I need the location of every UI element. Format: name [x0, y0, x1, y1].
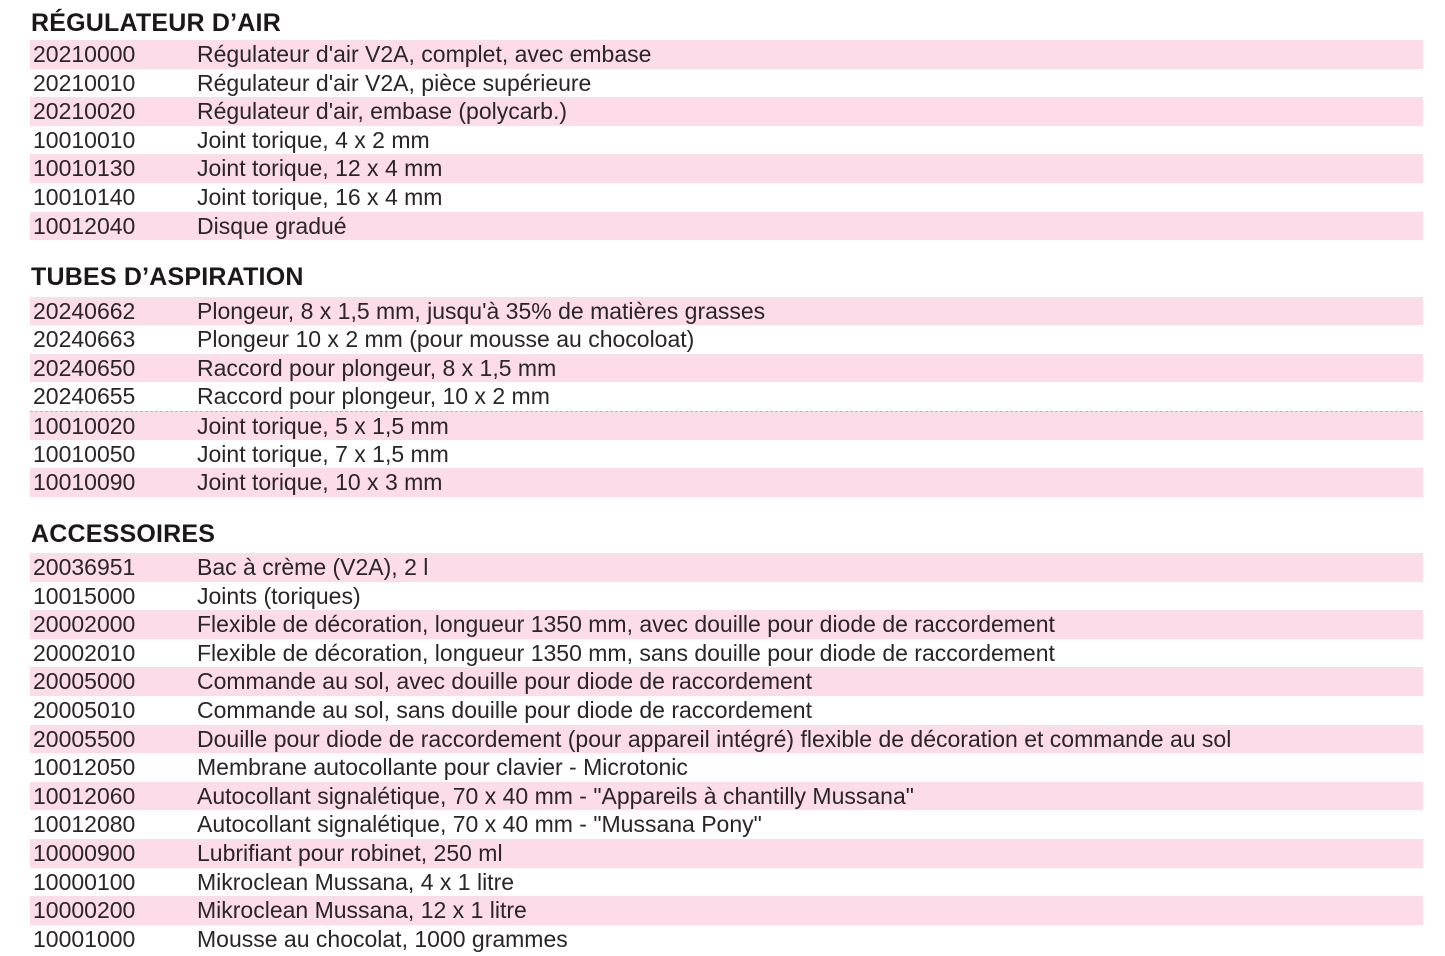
article-code: 10000100: [33, 868, 136, 895]
table-row: 20002010 Flexible de décoration, longueur…: [30, 639, 1423, 668]
article-description: Disque gradué: [197, 212, 347, 239]
article-code: 20210000: [33, 41, 136, 67]
section-tubes-d-aspiration: TUBES D’ASPIRATION 20240662 Plongeur, 8 x…: [0, 258, 1445, 497]
article-code: 20036951: [33, 554, 136, 581]
article-description: Régulateur d'air V2A, complet, avec emba…: [197, 41, 652, 67]
article-code: 20240663: [33, 326, 136, 353]
article-code: 10012080: [33, 811, 136, 838]
table-row: 10015000 Joints (toriques): [30, 582, 1423, 611]
article-code: 20002010: [33, 639, 136, 666]
table-row: 10012060 Autocollant signalétique, 70 x 4…: [30, 781, 1423, 811]
article-description: Mikroclean Mussana, 4 x 1 litre: [197, 868, 515, 895]
table-row: 20240650 Raccord pour plongeur, 8 x 1,5 m…: [30, 353, 1423, 383]
article-description: Autocollant signalétique, 70 x 40 mm - "…: [197, 811, 762, 838]
section-rows: 20240662 Plongeur, 8 x 1,5 mm, jusqu'à 35…: [0, 296, 1445, 497]
article-description: Joints (toriques): [197, 582, 361, 609]
table-row: 20210000 Régulateur d'air V2A, complet, a…: [30, 40, 1423, 69]
article-description: Lubrifiant pour robinet, 250 ml: [197, 840, 503, 867]
article-code: 10010140: [33, 183, 136, 210]
table-row: 20005010 Commande au sol, sans douille po…: [30, 696, 1423, 725]
table-row: 20002000 Flexible de décoration, longueur…: [30, 610, 1423, 639]
article-description: Joint torique, 5 x 1,5 mm: [197, 412, 449, 439]
article-description: Douille pour diode de raccordement (pour…: [197, 725, 1232, 752]
article-code: 10010050: [33, 440, 136, 467]
article-code: 20005010: [33, 697, 136, 724]
article-code: 10012060: [33, 782, 136, 809]
article-description: Joint torique, 16 x 4 mm: [197, 183, 443, 210]
article-code: 10000200: [33, 897, 136, 924]
article-description: Plongeur, 8 x 1,5 mm, jusqu'à 35% de mat…: [197, 297, 766, 324]
article-code: 20002000: [33, 611, 136, 638]
article-code: 10010130: [33, 155, 136, 182]
article-code: 10012040: [33, 212, 136, 239]
article-description: Flexible de décoration, longueur 1350 mm…: [197, 611, 1055, 638]
table-row: 10010140 Joint torique, 16 x 4 mm: [30, 183, 1423, 212]
article-description: Raccord pour plongeur, 8 x 1,5 mm: [197, 354, 557, 381]
table-row: 10010010 Joint torique, 4 x 2 mm: [30, 126, 1423, 155]
table-row: 20240662 Plongeur, 8 x 1,5 mm, jusqu'à 35…: [30, 296, 1423, 326]
article-description: Joint torique, 10 x 3 mm: [197, 469, 443, 496]
article-code: 20240662: [33, 297, 136, 324]
article-description: Régulateur d'air V2A, pièce supérieure: [197, 69, 592, 96]
article-description: Joint torique, 7 x 1,5 mm: [197, 440, 449, 467]
table-row: 10012080 Autocollant signalétique, 70 x 4…: [30, 810, 1423, 839]
section-title: ACCESSOIRES: [31, 519, 216, 548]
table-row: 20036951 Bac à crème (V2A), 2 l: [30, 553, 1423, 582]
article-code: 10010020: [33, 412, 136, 439]
table-row: 10012050 Membrane autocollante pour clavi…: [30, 753, 1423, 782]
table-row: 10010130 Joint torique, 12 x 4 mm: [30, 154, 1423, 183]
article-description: Autocollant signalétique, 70 x 40 mm - "…: [197, 782, 914, 809]
table-row: 20210010 Régulateur d'air V2A, pièce supé…: [30, 69, 1423, 98]
table-row: 10010020 Joint torique, 5 x 1,5 mm: [30, 410, 1423, 440]
article-description: Mousse au chocolat, 1000 grammes: [197, 925, 568, 952]
article-code: 10010090: [33, 469, 136, 496]
table-row: 10012040 Disque gradué: [30, 211, 1423, 241]
article-code: 10000900: [33, 840, 136, 867]
table-row: 10000100 Mikroclean Mussana, 4 x 1 litre: [30, 868, 1423, 897]
article-code: 20005000: [33, 668, 136, 695]
table-row: 10001000 Mousse au chocolat, 1000 grammes: [30, 925, 1423, 954]
section-rows: 20036951 Bac à crème (V2A), 2 l 10015000 J…: [0, 553, 1445, 953]
article-code: 10010010: [33, 126, 136, 153]
article-code: 20240650: [33, 354, 136, 381]
article-code: 10015000: [33, 582, 136, 609]
table-row: 10010050 Joint torique, 7 x 1,5 mm: [30, 440, 1423, 469]
article-description: Régulateur d'air, embase (polycarb.): [197, 98, 568, 125]
article-description: Commande au sol, sans douille pour diode…: [197, 697, 812, 724]
article-code: 20210020: [33, 98, 136, 125]
article-code: 10001000: [33, 925, 136, 952]
article-description: Raccord pour plongeur, 10 x 2 mm: [197, 383, 550, 410]
article-code: 20005500: [33, 725, 136, 752]
article-description: Membrane autocollante pour clavier - Mic…: [197, 754, 688, 781]
section-title: RÉGULATEUR D’AIR: [31, 9, 281, 37]
section-accessoires: ACCESSOIRES 20036951 Bac à crème (V2A), 2…: [0, 515, 1445, 954]
table-row: 10000900 Lubrifiant pour robinet, 250 ml: [30, 839, 1423, 868]
article-description: Joint torique, 4 x 2 mm: [197, 126, 430, 153]
section-title: TUBES D’ASPIRATION: [31, 263, 304, 292]
article-description: Joint torique, 12 x 4 mm: [197, 155, 443, 182]
article-description: Commande au sol, avec douille pour diode…: [197, 668, 812, 695]
article-code: 10012050: [33, 754, 136, 781]
table-row: 20005000 Commande au sol, avec douille po…: [30, 667, 1423, 697]
table-row: 20005500 Douille pour diode de raccordeme…: [30, 724, 1423, 754]
article-description: Plongeur 10 x 2 mm (pour mousse au choco…: [197, 326, 695, 353]
table-row: 20210020 Régulateur d'air, embase (polyca…: [30, 97, 1423, 126]
article-description: Mikroclean Mussana, 12 x 1 litre: [197, 897, 527, 924]
article-description: Flexible de décoration, longueur 1350 mm…: [197, 639, 1055, 666]
table-row: 20240663 Plongeur 10 x 2 mm (pour mousse …: [30, 325, 1423, 354]
table-row: 10000200 Mikroclean Mussana, 12 x 1 litre: [30, 896, 1423, 925]
table-row: 10010090 Joint torique, 10 x 3 mm: [30, 468, 1423, 497]
article-code: 20240655: [33, 383, 136, 410]
section-regulateur-d-air: RÉGULATEUR D’AIR 20210000 Régulateur d'ai…: [0, 8, 1445, 241]
section-rows: 20210000 Régulateur d'air V2A, complet, a…: [0, 40, 1445, 241]
article-code: 20210010: [33, 69, 136, 96]
table-row: 20240655 Raccord pour plongeur, 10 x 2 mm: [30, 382, 1423, 411]
article-description: Bac à crème (V2A), 2 l: [197, 554, 429, 581]
